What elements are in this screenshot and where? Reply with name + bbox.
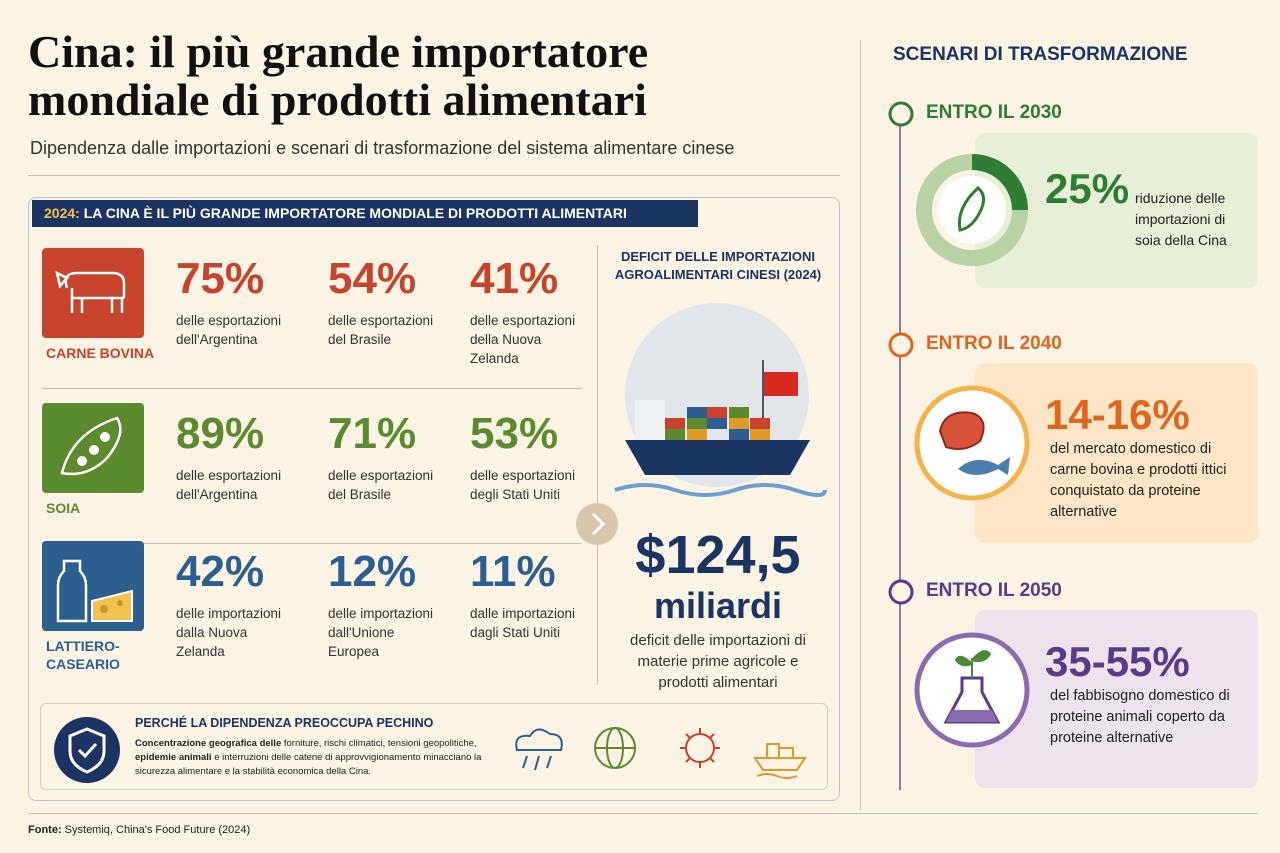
why-text-part: e interruzioni delle catene di approvvig… [135, 752, 482, 777]
stat-text: delle esportazioni dell'Argentina [176, 468, 282, 502]
stat-text: dalle importazioni dagli Stati Uniti [470, 606, 576, 640]
stat-text: delle esportazioni dell'Argentina [176, 313, 282, 347]
stat-text: delle importazioni dalla Nuova Zelanda [176, 606, 282, 659]
timeline-dot [888, 332, 914, 358]
fish-icon [958, 457, 1010, 475]
panel-header: 2024: LA CINA È IL PIÙ GRANDE IMPORTATOR… [32, 200, 698, 227]
category-name: CARNE BOVINA [46, 345, 155, 361]
steak-icon [938, 411, 985, 450]
plant-icon [954, 650, 992, 678]
why-text: Concentrazione geografica delle fornitur… [135, 737, 505, 779]
why-text-part: forniture, rischi climatici, tensioni ge… [281, 738, 477, 749]
rule [860, 40, 861, 810]
timeline-dot [888, 579, 914, 605]
stat-text: delle importazioni dall'Unione Europea [328, 606, 434, 659]
row-divider [42, 543, 582, 544]
dot [888, 101, 914, 127]
stat-text: delle esportazioni della Nuova Zelanda [470, 313, 576, 366]
scenario-value: 35-55% [1045, 638, 1190, 685]
why-text-part: Concentrazione geografica delle [135, 738, 282, 749]
rule [28, 813, 1258, 814]
risk-icons [515, 727, 807, 779]
stat-value: 11% [470, 547, 556, 596]
deficit-unit: miliardi [653, 585, 783, 626]
why-box [40, 703, 828, 790]
scenario-text: riduzione delle importazioni di soia del… [1135, 190, 1227, 248]
category-icon [42, 248, 144, 338]
flask-liquid [946, 710, 998, 722]
ship-illustration [614, 303, 827, 497]
footer: Fonte: Systemiq, China's Food Future (20… [28, 824, 250, 836]
scenario-text: del mercato domestico di carne bovina e … [1050, 441, 1227, 520]
scenario-label: ENTRO IL 2050 [926, 580, 1062, 601]
stat-text: delle esportazioni del Brasile [328, 313, 434, 347]
stat-value: 42% [176, 547, 265, 596]
scenario-graphic [914, 385, 1030, 501]
category-name: LATTIERO-CASEARIO [46, 638, 120, 672]
stat-value: 71% [328, 409, 417, 458]
panel-label: LA CINA È IL PIÙ GRANDE IMPORTATORE MOND… [83, 205, 627, 221]
soy-icon [957, 186, 985, 232]
timeline [899, 110, 901, 790]
scenario-graphic [916, 154, 1028, 266]
stat-value: 53% [470, 409, 559, 458]
panel [28, 197, 840, 801]
timeline-dot [888, 101, 914, 127]
year: 2024: [44, 205, 80, 221]
stat-value: 54% [328, 254, 417, 303]
source-label: Fonte: [28, 824, 62, 836]
deficit-amount: $124,5 [635, 525, 801, 585]
rule [28, 175, 840, 176]
donut-arc [971, 154, 1028, 211]
title: Cina: il più grande importatore mondiale… [28, 26, 649, 125]
why-text-part: epidemie animali [135, 752, 212, 763]
subtitle: Dipendenza dalle importazioni e scenari … [30, 138, 735, 158]
arrow-button [576, 503, 618, 545]
row-divider [42, 388, 582, 389]
scenario-label: ENTRO IL 2040 [926, 333, 1062, 354]
category-name: SOIA [46, 500, 81, 516]
stat-value: 89% [176, 409, 265, 458]
scenario-value: 25% [1045, 165, 1130, 212]
scenario-label: ENTRO IL 2030 [926, 102, 1062, 123]
stat-text: delle esportazioni degli Stati Uniti [470, 468, 576, 502]
stat-value: 41% [470, 254, 559, 303]
dot [888, 579, 914, 605]
rule [597, 245, 598, 685]
why-title: PERCHÉ LA DIPENDENZA PREOCCUPA PECHINO [135, 716, 434, 730]
scenario-value: 14-16% [1045, 391, 1190, 438]
stat-text: delle esportazioni del Brasile [328, 468, 434, 502]
deficit-title: DEFICIT DELLE IMPORTAZIONI AGROALIMENTAR… [614, 249, 822, 282]
dot [888, 332, 914, 358]
shield-icon [54, 717, 120, 783]
scenario-text: del fabbisogno domestico di proteine ani… [1050, 688, 1230, 746]
category-icon [42, 403, 144, 493]
source: Systemiq, China's Food Future (2024) [64, 824, 251, 836]
stat-value: 12% [328, 547, 417, 596]
category-icon [42, 541, 144, 631]
scenario-graphic [914, 632, 1030, 748]
stat-value: 75% [176, 254, 265, 303]
scenarios-title: SCENARI DI TRASFORMAZIONE [893, 44, 1188, 65]
deficit-text: deficit delle importazioni di materie pr… [630, 632, 806, 691]
